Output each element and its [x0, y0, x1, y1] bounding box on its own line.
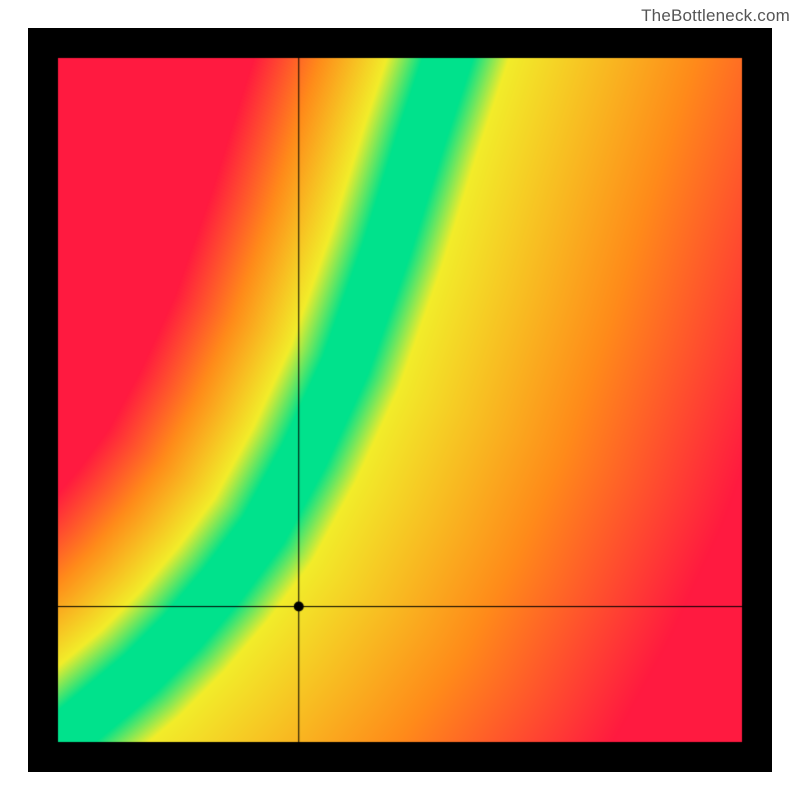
watermark-text: TheBottleneck.com — [641, 6, 790, 26]
heatmap-plot — [28, 28, 772, 772]
chart-container: TheBottleneck.com — [0, 0, 800, 800]
heatmap-canvas — [28, 28, 772, 772]
